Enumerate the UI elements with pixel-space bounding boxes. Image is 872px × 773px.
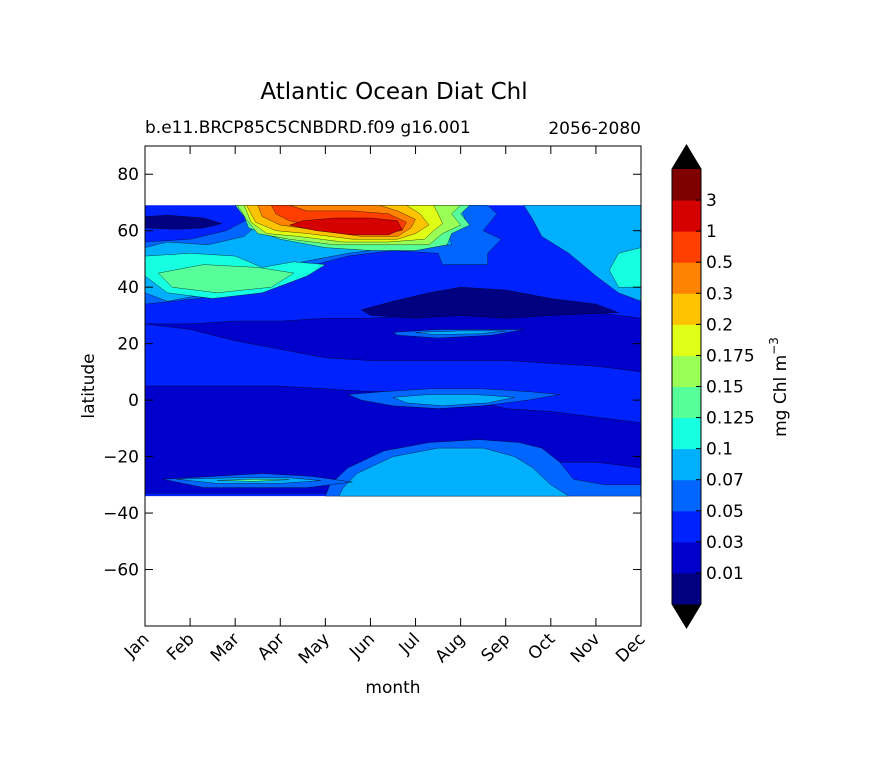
colorbar-swatch bbox=[672, 541, 701, 574]
colorbar-tick-label: 0.15 bbox=[706, 378, 744, 398]
x-tick-label: Jan bbox=[120, 629, 153, 662]
colorbar-tick-label: 0.2 bbox=[706, 315, 733, 335]
colorbar-swatch bbox=[672, 324, 701, 356]
x-tick-label: May bbox=[295, 629, 334, 668]
contour-region bbox=[415, 330, 506, 335]
contour-region bbox=[609, 247, 641, 288]
x-tick-label: Jul bbox=[395, 629, 424, 658]
colorbar-swatch bbox=[672, 572, 701, 605]
x-tick-label: Mar bbox=[207, 629, 244, 666]
colorbar-swatch bbox=[672, 200, 701, 232]
x-tick-label: Dec bbox=[612, 629, 649, 666]
x-tick-label: Nov bbox=[567, 629, 605, 667]
x-tick-label: Feb bbox=[163, 629, 198, 664]
y-tick-label: 60 bbox=[117, 222, 139, 242]
contour-region bbox=[216, 479, 290, 482]
x-tick-label: Apr bbox=[254, 629, 289, 664]
colorbar-tick-label: 3 bbox=[706, 191, 717, 211]
colorbar-swatch bbox=[672, 448, 701, 481]
x-axis-label: month bbox=[365, 678, 420, 698]
colorbar-extend-max bbox=[672, 145, 701, 169]
y-tick-label: −20 bbox=[103, 448, 139, 468]
contour-region bbox=[338, 447, 570, 497]
colorbar-tick-label: 0.01 bbox=[706, 564, 744, 584]
y-tick-label: −60 bbox=[103, 561, 139, 581]
colorbar-tick-label: 0.175 bbox=[706, 346, 755, 366]
colorbar-extend-min bbox=[672, 604, 701, 628]
y-tick-label: 40 bbox=[117, 278, 139, 298]
y-tick-label: 0 bbox=[128, 391, 139, 411]
y-tick-label: −40 bbox=[103, 504, 139, 524]
x-tick-label: Oct bbox=[524, 629, 559, 664]
colorbar-swatch bbox=[672, 169, 701, 201]
colorbar-tick-label: 0.3 bbox=[706, 284, 733, 304]
contour-region bbox=[289, 217, 403, 236]
colorbar-swatch bbox=[672, 293, 701, 325]
colorbar: 0.01 0.03 0.05 0.07 0.1 0.125 0.15 0.175 0.2 0.3 0… bbox=[671, 144, 755, 629]
colorbar-tick-label: 0.07 bbox=[706, 471, 744, 491]
colorbar-tick-label: 0.125 bbox=[706, 409, 755, 429]
x-tick-label: Aug bbox=[432, 629, 470, 667]
contour-region bbox=[145, 312, 641, 373]
colorbar-label-text: mg Chl m bbox=[771, 355, 791, 437]
contour-region bbox=[158, 264, 294, 293]
colorbar-swatch bbox=[672, 510, 701, 543]
contour-region bbox=[145, 215, 222, 230]
y-axis: 80 60 40 20 0 −20 −40 −60 bbox=[103, 165, 641, 581]
colorbar-tick-label: 0.05 bbox=[706, 502, 744, 522]
colorbar-tick-label: 1 bbox=[706, 222, 717, 242]
contour-region bbox=[523, 205, 641, 302]
contour-fills bbox=[145, 205, 641, 497]
y-axis-label: latitude bbox=[79, 353, 99, 418]
plot-area-frame bbox=[144, 145, 642, 627]
x-tick-label: Sep bbox=[477, 629, 514, 666]
chart-title: Atlantic Ocean Diat Chl bbox=[260, 79, 527, 105]
chart-subtitle-left: b.e11.BRCP85C5CNBDRD.f09 g16.001 bbox=[145, 118, 471, 138]
colorbar-swatch bbox=[672, 386, 701, 419]
contour-region bbox=[361, 287, 619, 319]
colorbar-swatch bbox=[672, 262, 701, 294]
chart-subtitle-right: 2056-2080 bbox=[548, 119, 641, 139]
colorbar-tick-label: 0.1 bbox=[706, 440, 733, 460]
colorbar-tick-label: 0.5 bbox=[706, 253, 733, 273]
y-tick-label: 20 bbox=[117, 335, 139, 355]
colorbar-swatch bbox=[672, 479, 701, 512]
colorbar-tick-label: 0.03 bbox=[706, 533, 744, 553]
colorbar-label: mg Chl m−3 bbox=[767, 337, 791, 437]
colorbar-swatch bbox=[672, 231, 701, 263]
contour-region bbox=[392, 394, 515, 406]
colorbar-outline bbox=[671, 144, 702, 629]
y-tick-label: 80 bbox=[117, 165, 139, 185]
colorbar-swatch bbox=[672, 355, 701, 387]
colorbar-label-exponent: −3 bbox=[767, 337, 781, 355]
x-tick-label: Jun bbox=[345, 629, 379, 663]
colorbar-swatch bbox=[672, 417, 701, 450]
